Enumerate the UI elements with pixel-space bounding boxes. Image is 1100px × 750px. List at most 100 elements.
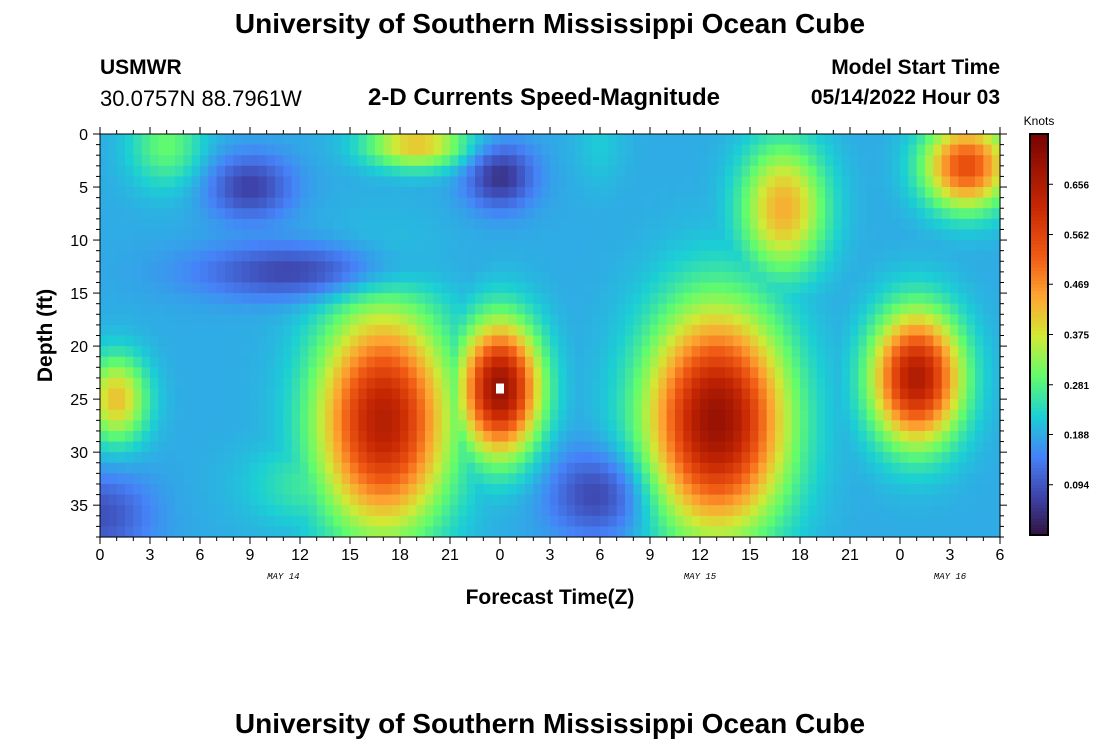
heatmap-cell bbox=[716, 187, 726, 199]
heatmap-cell bbox=[483, 452, 493, 464]
heatmap-cell bbox=[675, 271, 684, 284]
heatmap-cell bbox=[808, 271, 818, 284]
heatmap-cell bbox=[691, 494, 701, 506]
heatmap-cell bbox=[591, 420, 601, 432]
heatmap-cell bbox=[416, 303, 426, 315]
heatmap-cell bbox=[858, 261, 868, 273]
heatmap-cell bbox=[500, 229, 509, 241]
heatmap-cell bbox=[291, 441, 301, 453]
heatmap-cell bbox=[941, 155, 951, 167]
heatmap-cell bbox=[333, 208, 343, 220]
heatmap-cell bbox=[625, 452, 634, 464]
heatmap-cell bbox=[708, 293, 718, 305]
heatmap-cell bbox=[308, 505, 318, 517]
heatmap-cell bbox=[283, 303, 293, 315]
heatmap-cell bbox=[475, 462, 484, 474]
heatmap-cell bbox=[775, 218, 784, 231]
heatmap-cell bbox=[150, 324, 159, 337]
heatmap-cell bbox=[816, 176, 826, 188]
heatmap-cell bbox=[350, 430, 359, 443]
heatmap-cell bbox=[550, 197, 559, 209]
heatmap-cell bbox=[391, 335, 401, 347]
heatmap-cell bbox=[125, 261, 134, 273]
heatmap-cell bbox=[741, 356, 751, 368]
heatmap-cell bbox=[591, 462, 601, 474]
heatmap-cell bbox=[675, 399, 684, 411]
heatmap-cell bbox=[883, 452, 893, 464]
heatmap-cell bbox=[458, 282, 468, 294]
heatmap-cell bbox=[558, 335, 568, 347]
heatmap-cell bbox=[900, 303, 909, 315]
y-tick-label: 30 bbox=[70, 445, 88, 462]
heatmap-cell bbox=[200, 314, 209, 326]
heatmap-cell bbox=[933, 441, 943, 453]
heatmap-cell bbox=[491, 303, 501, 315]
heatmap-cell bbox=[541, 483, 551, 496]
heatmap-cell bbox=[225, 399, 234, 411]
heatmap-cell bbox=[158, 409, 168, 421]
heatmap-cell bbox=[908, 483, 918, 496]
heatmap-cell bbox=[766, 165, 776, 178]
heatmap-cell bbox=[758, 134, 768, 146]
heatmap-cell bbox=[900, 335, 909, 347]
colorbar-segment bbox=[1030, 164, 1048, 169]
heatmap-cell bbox=[558, 505, 568, 517]
heatmap-cell bbox=[933, 165, 943, 178]
heatmap-cell bbox=[616, 356, 626, 368]
heatmap-cell bbox=[700, 367, 709, 379]
heatmap-cell bbox=[958, 250, 968, 262]
heatmap-cell bbox=[558, 377, 568, 390]
heatmap-cell bbox=[258, 134, 268, 146]
heatmap-cell bbox=[850, 356, 859, 368]
heatmap-cell bbox=[350, 409, 359, 421]
heatmap-cell bbox=[108, 526, 118, 538]
heatmap-cell bbox=[241, 229, 251, 241]
heatmap-cell bbox=[608, 155, 618, 167]
heatmap-cell bbox=[191, 293, 201, 305]
heatmap-cell bbox=[808, 335, 818, 347]
heatmap-cell bbox=[625, 388, 634, 400]
heatmap-cell bbox=[208, 261, 218, 273]
heatmap-cell bbox=[850, 250, 859, 262]
heatmap-cell bbox=[225, 165, 234, 178]
heatmap-cell bbox=[158, 250, 168, 262]
colorbar-segment bbox=[1030, 324, 1048, 329]
heatmap-cell bbox=[916, 282, 926, 294]
heatmap-cell bbox=[991, 473, 1001, 485]
heatmap-cell bbox=[900, 452, 909, 464]
heatmap-cell bbox=[508, 367, 518, 379]
heatmap-cell bbox=[641, 155, 651, 167]
heatmap-cell bbox=[783, 494, 793, 506]
heatmap-cell bbox=[825, 293, 834, 305]
heatmap-cell bbox=[650, 452, 659, 464]
heatmap-cell bbox=[408, 356, 418, 368]
heatmap-cell bbox=[533, 430, 543, 443]
heatmap-cell bbox=[433, 197, 443, 209]
heatmap-cell bbox=[300, 271, 309, 284]
heatmap-cell bbox=[550, 388, 559, 400]
heatmap-cell bbox=[125, 293, 134, 305]
heatmap-cell bbox=[958, 441, 968, 453]
heatmap-cell bbox=[575, 208, 584, 220]
heatmap-cell bbox=[508, 240, 518, 252]
heatmap-cell bbox=[658, 134, 668, 146]
heatmap-cell bbox=[108, 324, 118, 337]
heatmap-cell bbox=[408, 250, 418, 262]
heatmap-cell bbox=[758, 314, 768, 326]
heatmap-cell bbox=[366, 165, 376, 178]
heatmap-cell bbox=[183, 409, 193, 421]
heatmap-cell bbox=[883, 187, 893, 199]
heatmap-cell bbox=[475, 271, 484, 284]
heatmap-cell bbox=[950, 505, 959, 517]
heatmap-cell bbox=[316, 462, 326, 474]
heatmap-cell bbox=[116, 346, 126, 358]
heatmap-cell bbox=[400, 250, 409, 262]
heatmap-cell bbox=[666, 377, 676, 390]
heatmap-cell bbox=[450, 452, 459, 464]
heatmap-cell bbox=[875, 197, 884, 209]
heatmap-cell bbox=[250, 483, 259, 496]
heatmap-cell bbox=[941, 515, 951, 527]
heatmap-cell bbox=[225, 420, 234, 432]
heatmap-cell bbox=[100, 494, 109, 506]
heatmap-cell bbox=[925, 494, 934, 506]
